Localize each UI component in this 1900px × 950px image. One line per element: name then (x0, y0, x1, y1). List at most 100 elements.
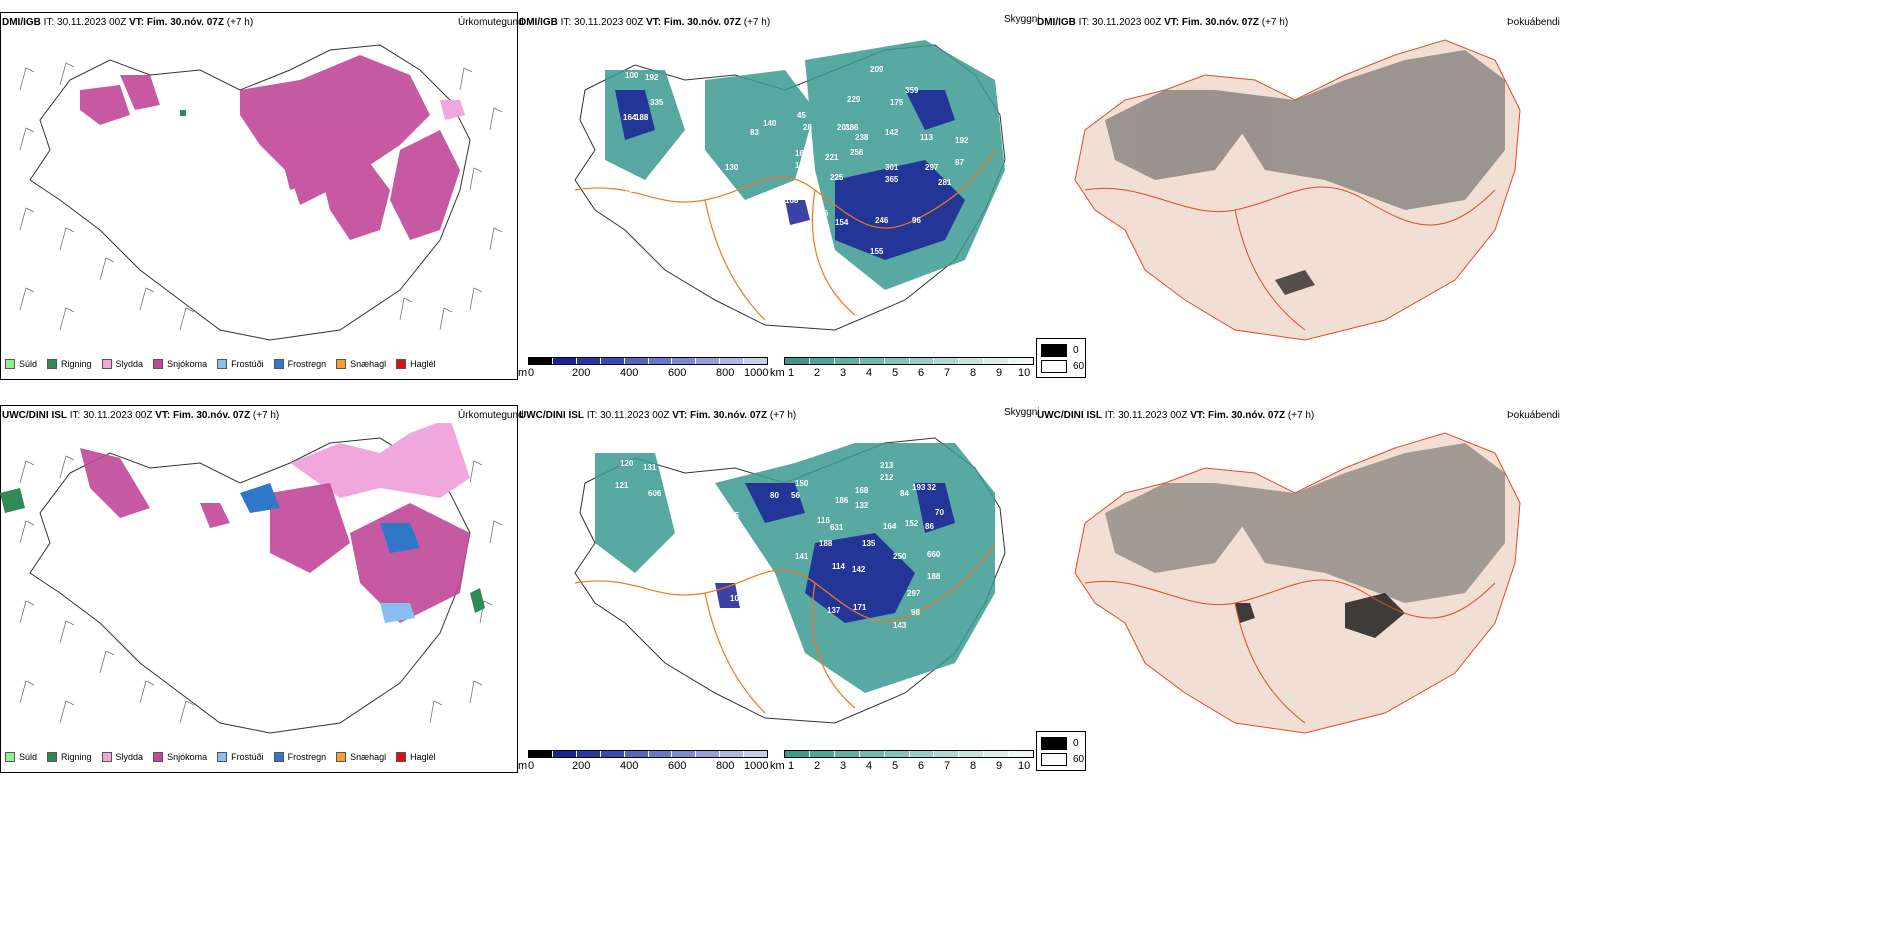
svg-text:212: 212 (880, 473, 894, 482)
header-clouds-top: DMI/IGB IT: 30.11.2023 00Z VT: Fim. 30.n… (519, 17, 771, 28)
fog-map-top (1074, 39, 1521, 341)
svg-text:335: 335 (650, 98, 664, 107)
svg-text:32: 32 (927, 483, 936, 492)
visibility-unit: km (770, 367, 785, 379)
precip-panel-bottom (0, 405, 518, 773)
svg-text:56: 56 (791, 491, 800, 500)
fog-legend-top: 0 60 (1036, 338, 1086, 378)
svg-text:142: 142 (885, 128, 899, 137)
frz-drizzle-areas (380, 603, 415, 623)
svg-text:98: 98 (911, 608, 920, 617)
svg-text:87: 87 (955, 158, 964, 167)
svg-text:209: 209 (870, 65, 884, 74)
header-clouds-bottom: UWC/DINI ISL IT: 30.11.2023 00Z VT: Fim.… (519, 410, 797, 421)
svg-text:297: 297 (925, 163, 939, 172)
svg-text:83: 83 (750, 128, 759, 137)
legend-item: Haglél (396, 359, 436, 369)
svg-text:192: 192 (645, 73, 659, 82)
sleet-areas (290, 423, 470, 498)
ceiling-scale-top: m 0 200 400 600 800 1000 (518, 357, 768, 379)
legend-item: Frostúði (217, 359, 264, 369)
svg-text:84: 84 (900, 489, 909, 498)
visibility-scale-bottom: km 1 2 3 4 5 6 7 8 9 10 (770, 750, 1035, 772)
header-precip-bottom: UWC/DINI ISL IT: 30.11.2023 00Z VT: Fim.… (2, 410, 280, 421)
precip-legend-top: Súld Rigning Slydda Snjókoma Frostúði Fr… (5, 359, 446, 369)
svg-text:164: 164 (883, 522, 897, 531)
svg-text:256: 256 (850, 148, 864, 157)
svg-text:101: 101 (730, 594, 744, 603)
svg-text:213: 213 (880, 461, 894, 470)
svg-text:164: 164 (623, 113, 637, 122)
svg-text:150: 150 (730, 203, 744, 212)
legend-item: Slydda (101, 359, 143, 369)
precip-title-bottom: Úrkomutegund (458, 410, 524, 421)
roads (574, 542, 996, 714)
roads (574, 149, 996, 321)
svg-text:86: 86 (925, 522, 934, 531)
legend-item: Frostregn (273, 752, 326, 762)
fog-dark (1275, 270, 1315, 295)
fog-legend-bottom: 0 60 (1036, 731, 1086, 771)
clouds-title-top: Skyggni (1004, 14, 1040, 25)
svg-text:154: 154 (835, 218, 849, 227)
fog-title-top: Þokuábendi (1507, 17, 1560, 28)
svg-text:188: 188 (635, 113, 649, 122)
header-precip-top: DMI/IGB IT: 30.11.2023 00Z VT: Fim. 30.n… (2, 17, 254, 28)
ceiling-dark (615, 90, 965, 260)
svg-text:45: 45 (797, 111, 806, 120)
svg-text:141: 141 (795, 552, 809, 561)
svg-text:102: 102 (645, 628, 659, 637)
svg-text:188: 188 (927, 572, 941, 581)
valid-time: Fim. 30.nóv. 07Z (146, 17, 224, 28)
svg-text:150: 150 (795, 479, 809, 488)
legend-item: Rigning (47, 752, 92, 762)
svg-text:225: 225 (830, 173, 844, 182)
init-time: 30.11.2023 00Z (57, 17, 127, 28)
legend-item: Súld (5, 359, 37, 369)
svg-text:386: 386 (845, 123, 859, 132)
svg-text:152: 152 (905, 519, 919, 528)
svg-text:168: 168 (855, 486, 869, 495)
svg-text:142: 142 (852, 565, 866, 574)
fog-shading (1105, 443, 1505, 603)
svg-text:359: 359 (905, 86, 919, 95)
svg-text:201: 201 (837, 123, 851, 132)
legend-item: Rigning (47, 359, 92, 369)
svg-text:70: 70 (935, 508, 944, 517)
rain-areas (0, 488, 485, 613)
svg-text:126: 126 (815, 209, 829, 218)
svg-text:138: 138 (795, 161, 809, 170)
svg-text:120: 120 (620, 459, 634, 468)
svg-text:75: 75 (730, 511, 739, 520)
legend-item: Snæhagl (336, 359, 386, 369)
ceiling-unit: m (518, 367, 528, 379)
svg-text:175: 175 (890, 98, 904, 107)
svg-text:97: 97 (650, 568, 659, 577)
svg-text:105: 105 (620, 190, 634, 199)
svg-text:140: 140 (763, 119, 777, 128)
svg-text:165: 165 (795, 149, 809, 158)
visibility-scale-top: km 1 2 3 4 5 6 7 8 9 10 (770, 357, 1035, 379)
svg-text:96: 96 (912, 216, 921, 225)
sleet-areas (440, 100, 465, 120)
svg-text:108: 108 (772, 598, 786, 607)
header-fog-bottom: UWC/DINI ISL IT: 30.11.2023 00Z VT: Fim.… (1037, 410, 1315, 421)
svg-text:660: 660 (927, 550, 941, 559)
svg-text:171: 171 (853, 603, 867, 612)
svg-text:281: 281 (938, 178, 952, 187)
rain-areas (180, 110, 186, 116)
svg-text:108: 108 (785, 196, 799, 205)
legend-item: Snjókoma (153, 752, 207, 762)
svg-text:106: 106 (675, 176, 689, 185)
snow-areas (80, 448, 470, 623)
svg-text:116: 116 (817, 516, 830, 525)
legend-item: Frostúði (217, 752, 264, 762)
svg-text:238: 238 (855, 133, 869, 142)
svg-text:38: 38 (670, 489, 679, 498)
legend-item: Frostregn (273, 359, 326, 369)
fog-dark (1235, 593, 1405, 638)
header-fog-top: DMI/IGB IT: 30.11.2023 00Z VT: Fim. 30.n… (1037, 17, 1289, 28)
svg-text:297: 297 (907, 589, 921, 598)
